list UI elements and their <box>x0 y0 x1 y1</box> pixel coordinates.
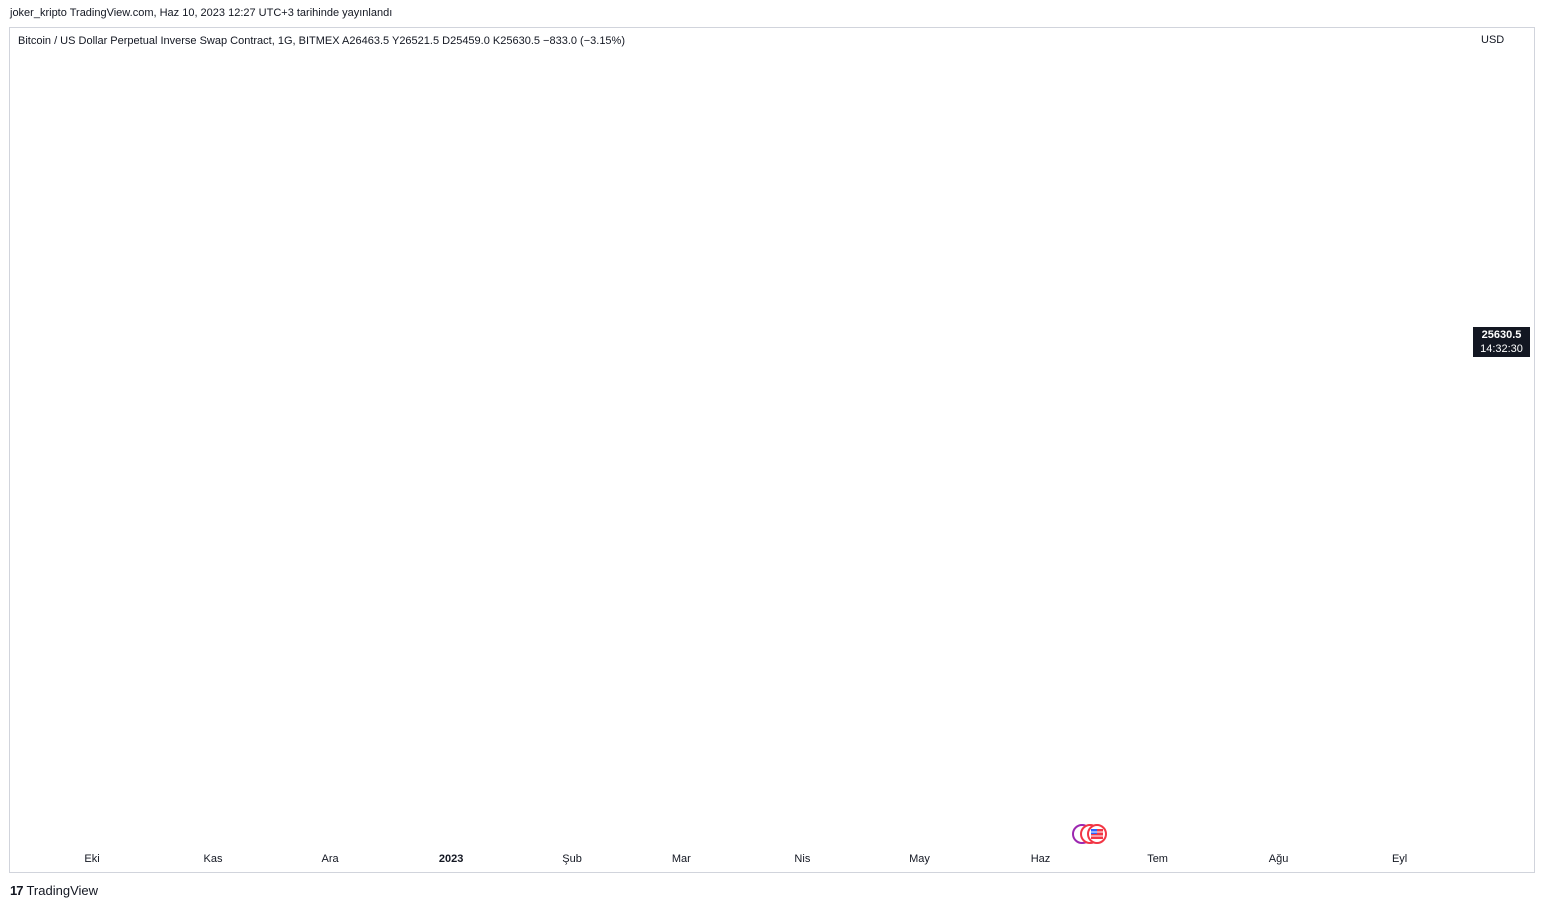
chart-frame[interactable] <box>9 27 1535 873</box>
publisher-info: joker_kripto TradingView.com, Haz 10, 20… <box>10 7 393 19</box>
time-tick-label: Tem <box>1147 853 1168 865</box>
time-tick-label: Mar <box>671 853 691 865</box>
economic-events-icon[interactable] <box>1071 823 1113 845</box>
bar-countdown: 14:32:30 <box>1480 343 1523 355</box>
currency-label[interactable]: USD <box>1481 34 1505 46</box>
time-tick-label: Eyl <box>1391 853 1408 865</box>
last-price-tag: 25630.5 14:32:30 <box>1473 327 1530 357</box>
time-tick-label: May <box>909 853 930 865</box>
time-tick-label: Şub <box>562 853 582 865</box>
tradingview-logo-icon[interactable]: 17 <box>10 883 24 898</box>
time-tick-label: Ağu <box>1268 853 1289 865</box>
symbol-legend: Bitcoin / US Dollar Perpetual Inverse Sw… <box>18 35 625 47</box>
time-tick-label: 2023 <box>438 853 464 865</box>
time-tick-label: Haz <box>1030 853 1051 865</box>
footer: 17 TradingView <box>10 883 98 898</box>
time-tick-label: Kas <box>203 853 223 865</box>
time-tick-label: Eki <box>84 853 100 865</box>
time-tick-label: Ara <box>321 853 339 865</box>
last-price-value: 25630.5 <box>1481 329 1522 341</box>
time-tick-label: Nis <box>794 853 811 865</box>
footer-brand: TradingView <box>26 883 99 898</box>
